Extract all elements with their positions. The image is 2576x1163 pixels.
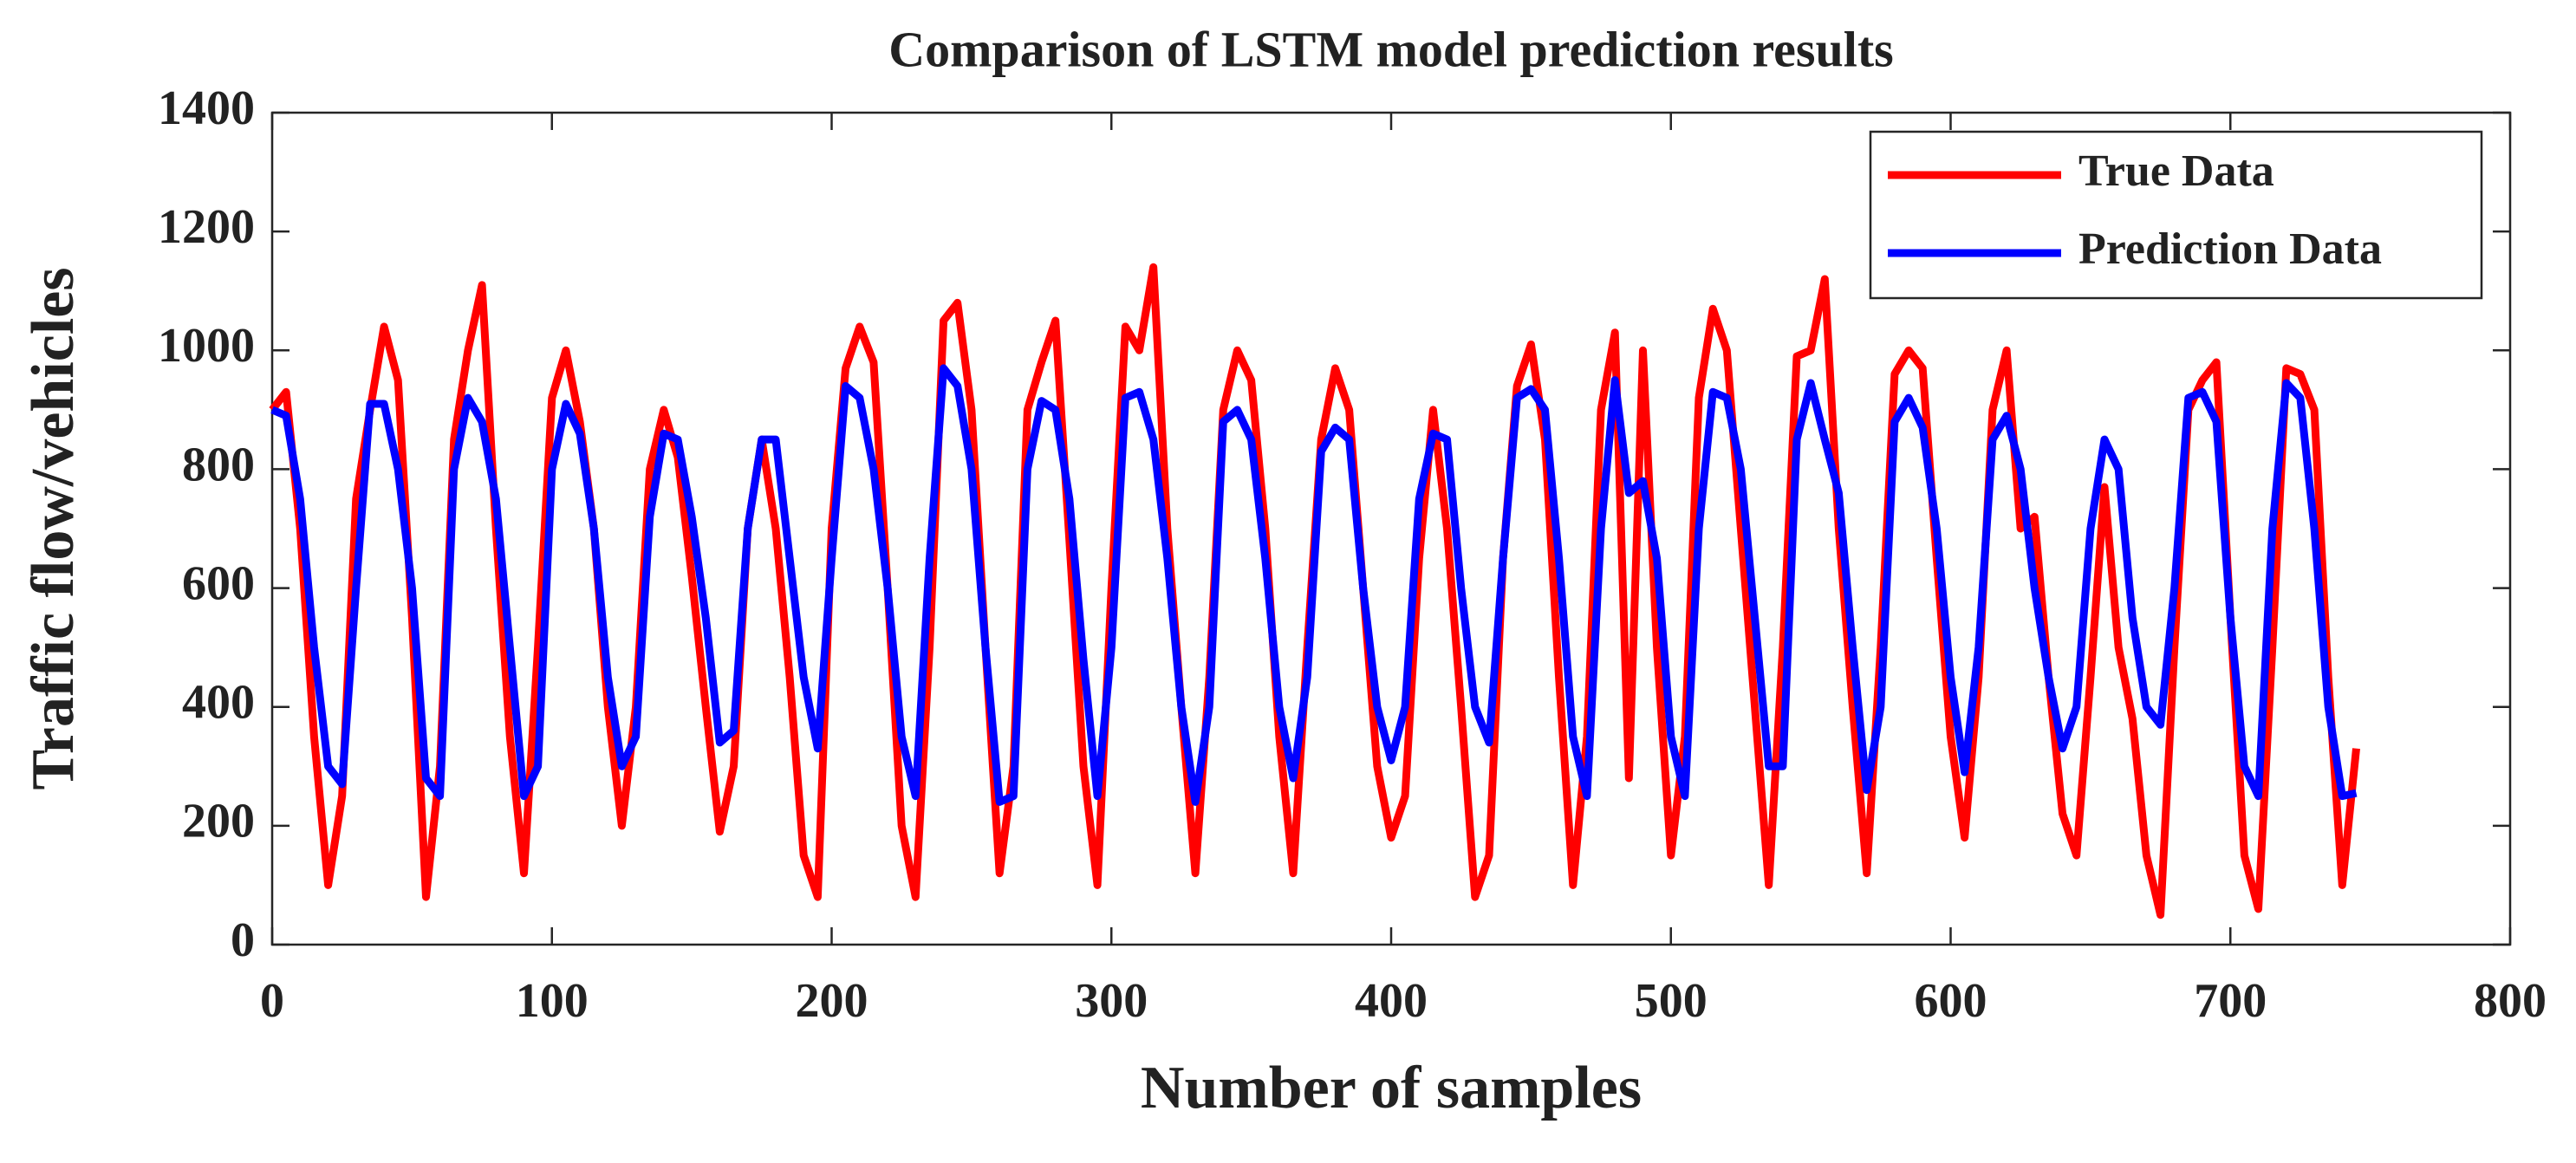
legend-label: True Data xyxy=(2078,146,2274,196)
x-tick-label: 0 xyxy=(260,974,284,1028)
x-axis-label: Number of samples xyxy=(1141,1055,1642,1121)
y-tick-label: 0 xyxy=(231,913,255,967)
legend-label: Prediction Data xyxy=(2078,224,2382,274)
chart-title: Comparison of LSTM model prediction resu… xyxy=(888,21,1894,77)
y-tick-label: 400 xyxy=(182,676,255,730)
x-tick-label: 500 xyxy=(1635,974,1708,1028)
y-tick-label: 800 xyxy=(182,438,255,491)
y-axis-label: Traffic flow/vehicles xyxy=(20,267,87,789)
x-tick-label: 600 xyxy=(1915,974,1987,1028)
y-tick-label: 1200 xyxy=(158,200,255,254)
y-tick-label: 1400 xyxy=(158,81,255,135)
x-tick-label: 400 xyxy=(1355,974,1428,1028)
x-tick-label: 200 xyxy=(796,974,868,1028)
x-tick-label: 300 xyxy=(1075,974,1148,1028)
y-tick-label: 1000 xyxy=(158,319,255,373)
x-tick-label: 800 xyxy=(2474,974,2547,1028)
x-tick-label: 100 xyxy=(516,974,589,1028)
data-line xyxy=(270,364,2358,806)
y-tick-label: 200 xyxy=(182,795,255,848)
y-tick-label: 600 xyxy=(182,556,255,610)
legend-box xyxy=(1869,130,2483,300)
x-tick-label: 700 xyxy=(2194,974,2267,1028)
